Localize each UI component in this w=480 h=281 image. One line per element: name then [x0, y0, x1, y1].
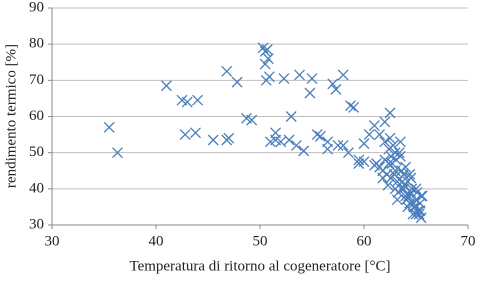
point [404, 168, 416, 180]
point [374, 129, 386, 141]
point [416, 190, 428, 202]
point [304, 87, 316, 99]
point [261, 44, 273, 56]
x-tick-label: 50 [253, 233, 268, 249]
point [294, 69, 305, 81]
point [322, 143, 334, 155]
point [181, 96, 193, 108]
point [103, 121, 115, 133]
point [379, 116, 391, 128]
x-tick-label: 70 [461, 233, 476, 249]
point [384, 107, 396, 119]
point [383, 158, 395, 169]
point [179, 129, 191, 141]
point [190, 127, 201, 139]
point [383, 143, 395, 155]
point [327, 78, 339, 90]
point [260, 74, 272, 86]
point [400, 190, 412, 202]
point [408, 197, 420, 209]
point [403, 190, 415, 202]
point [379, 136, 391, 148]
point [246, 114, 258, 126]
point [285, 111, 297, 122]
point [192, 94, 204, 106]
point [337, 139, 349, 151]
point [406, 183, 418, 195]
point [385, 150, 397, 162]
point [332, 139, 344, 151]
y-tick-label: 70 [29, 72, 44, 88]
point [259, 58, 271, 70]
point [283, 134, 295, 146]
point [391, 194, 403, 206]
y-tick-label: 60 [29, 108, 44, 124]
point [262, 53, 274, 65]
y-tick-label: 50 [29, 144, 44, 160]
point [223, 132, 235, 144]
point [384, 132, 396, 144]
y-axis-label: rendimento termico [%] [3, 44, 19, 188]
y-tick-label: 90 [29, 0, 44, 15]
point [394, 136, 406, 148]
point [395, 165, 407, 177]
point [390, 154, 402, 166]
y-tick-label: 40 [29, 180, 44, 196]
point [405, 172, 417, 184]
x-tick-label: 60 [357, 233, 372, 249]
point [407, 208, 419, 220]
y-tick-label: 80 [29, 36, 44, 52]
point [377, 172, 389, 184]
point [398, 183, 409, 195]
point [337, 69, 349, 81]
point [270, 127, 282, 139]
point [402, 201, 414, 213]
point [368, 120, 380, 132]
x-tick-label: 40 [149, 233, 164, 249]
point [388, 168, 400, 180]
point [382, 179, 394, 191]
point [348, 101, 360, 113]
point [411, 186, 423, 198]
point [306, 73, 318, 84]
point [290, 139, 302, 151]
point [345, 100, 356, 112]
point [389, 183, 401, 195]
y-tick-label: 30 [29, 216, 44, 232]
point [358, 156, 370, 168]
point [298, 145, 310, 157]
point [231, 76, 243, 88]
point [278, 73, 290, 84]
point [221, 65, 233, 77]
point [275, 136, 287, 148]
point [358, 138, 370, 150]
x-tick-label: 30 [45, 233, 60, 249]
point [160, 80, 172, 92]
x-axis-label: Temperatura di ritorno al cogeneratore [… [129, 258, 390, 274]
point [112, 147, 123, 159]
point [330, 83, 342, 95]
point [207, 134, 219, 146]
point [363, 129, 375, 141]
point [391, 176, 403, 188]
point [410, 208, 422, 220]
point [393, 147, 405, 159]
point [399, 179, 411, 191]
point [314, 130, 326, 142]
point [311, 129, 323, 141]
point [342, 147, 354, 159]
